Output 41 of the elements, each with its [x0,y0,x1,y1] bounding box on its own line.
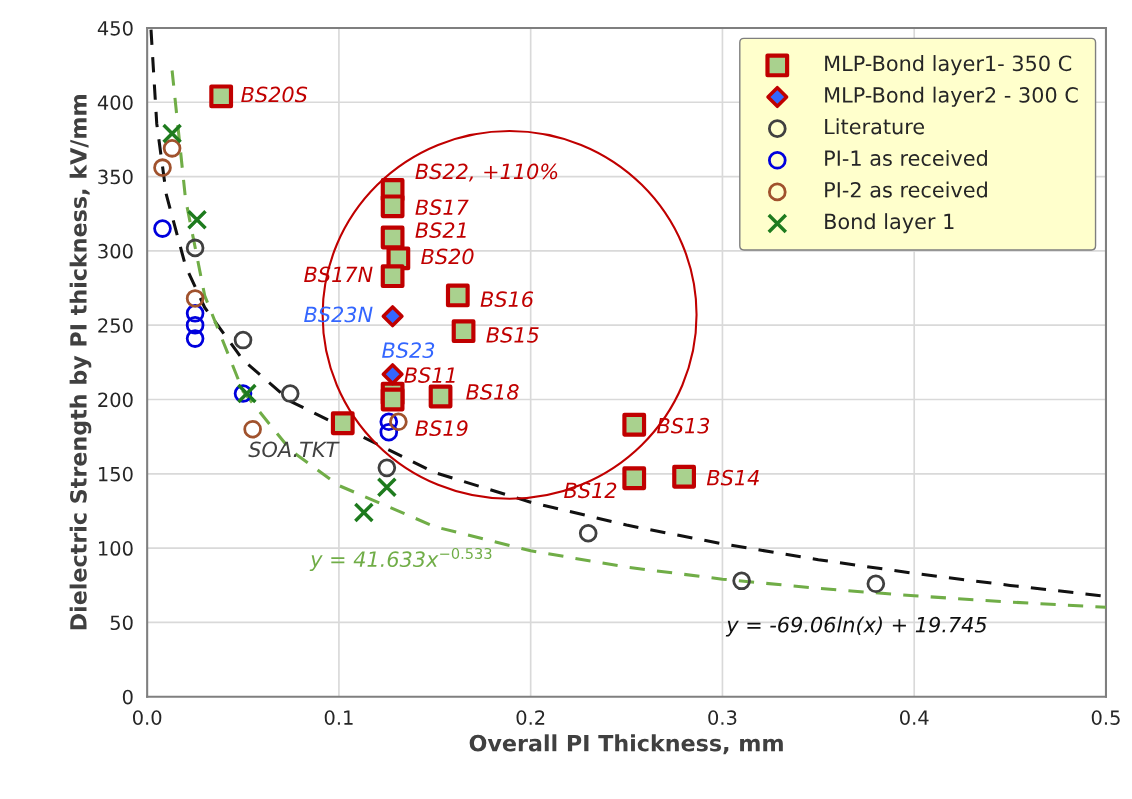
x-tick-label: 0.1 [324,710,353,725]
annotation: BS17 [415,199,469,216]
annotation: BS15 [486,326,539,343]
annotation: BS11 [404,367,455,383]
legend-label: Bond layer 1 [825,213,954,234]
annotation: BS12 [564,482,617,499]
x-tick-label: 0.5 [1091,710,1120,725]
y-axis-title: Dielectric Strength by PI thickness, kV/mm [69,95,92,630]
x-tick-label: 0.3 [708,710,737,725]
annotation: BS20S [241,86,308,103]
annotation: y = -69.06ln(x) + 19.745 [725,616,987,637]
y-tick-label: 0 [122,689,133,705]
legend-label: MLP-Bond layer1- 350 C [825,55,1072,76]
x-tick-label: 0.4 [900,710,929,725]
y-tick-label: 400 [97,95,133,110]
legend-label: MLP-Bond layer2 - 300 C [825,86,1078,107]
annotation: BS22, +110% [415,163,558,182]
annotation: BS14 [706,469,759,486]
y-tick-label: 50 [110,615,133,631]
y-tick-label: 200 [98,392,133,408]
annotation: BS23 [382,342,435,359]
y-tick-label: 300 [98,243,133,259]
y-tick-label: 100 [98,541,133,556]
y-tick-label: 350 [98,169,133,185]
annotation: BS19 [415,420,468,437]
y-tick-label: 450 [97,20,133,36]
annotation: y = 41.633x$^{−0.533}$ [309,547,492,572]
x-tick-label: 0.0 [132,710,162,725]
y-tick-label: 150 [98,466,133,482]
annotation: BS18 [466,384,519,400]
annotation: SOA.TKT [248,441,340,458]
legend-label: PI-2 as received [825,181,987,198]
annotation: BS21 [415,222,466,238]
legend-label: Literature [825,118,925,135]
annotation: BS13 [657,417,710,434]
x-axis-title: Overall PI Thickness, mm [469,734,783,755]
legend-label: PI-1 as received [825,149,987,167]
annotation: BS16 [480,291,534,308]
x-tick-label: 0.2 [516,710,545,725]
annotation: BS20 [421,248,474,265]
y-tick-label: 250 [98,318,133,333]
